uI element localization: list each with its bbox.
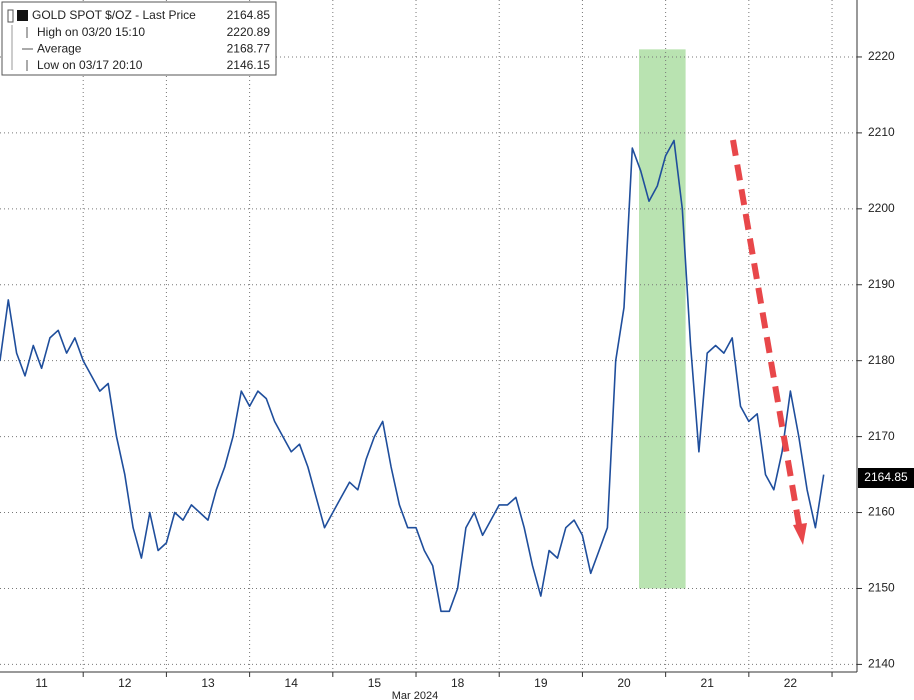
x-tick-label: 13 [201,676,215,690]
legend-stat-value: 2168.77 [227,41,271,55]
y-tick-label: 2160 [868,505,895,519]
x-tick-label: 20 [617,676,631,690]
y-tick-label: 2210 [868,125,895,139]
legend-stat-value: 2146.15 [227,58,271,72]
x-tick-label: 15 [368,676,382,690]
legend-swatch [17,10,28,21]
price-line [0,139,825,613]
y-tick-label: 2150 [868,581,895,595]
legend-last-price: 2164.85 [227,8,271,22]
legend-stat-label: Average [37,41,82,55]
x-tick-label: 12 [118,676,132,690]
y-tick-label: 2140 [868,657,895,671]
trend-arrow [730,139,802,526]
x-axis-label: Mar 2024 [392,690,438,700]
legend-stat-label: Low on 03/17 20:10 [37,58,143,72]
legend-stat-value: 2220.89 [227,25,271,39]
x-tick-label: 21 [701,676,715,690]
trend-arrow-head [793,523,807,545]
last-price-box [858,468,914,488]
legend-box [1,1,277,76]
background-layer [639,49,686,589]
x-tick-label: 19 [534,676,548,690]
y-tick-label: 2170 [868,429,895,443]
y-tick-label: 2190 [868,277,895,291]
legend-stat-label: High on 03/20 15:10 [37,25,145,39]
x-tick-label: 18 [451,676,465,690]
y-tick-label: 2200 [868,201,895,215]
data-layer [0,139,825,613]
grid-layer [0,0,857,672]
x-tick-label: 22 [784,676,798,690]
x-tick-label: 11 [35,676,48,690]
legend-icon [7,9,14,23]
x-tick-label: 14 [285,676,299,690]
last-price-label: 2164.85 [864,470,908,484]
y-tick-label: 2180 [868,353,895,367]
highlight-band [639,49,686,589]
legend-series-name: GOLD SPOT $/OZ - Last Price [32,8,196,22]
legend: GOLD SPOT $/OZ - Last Price 2164.85 High… [1,1,277,76]
y-tick-label: 2220 [868,49,895,63]
